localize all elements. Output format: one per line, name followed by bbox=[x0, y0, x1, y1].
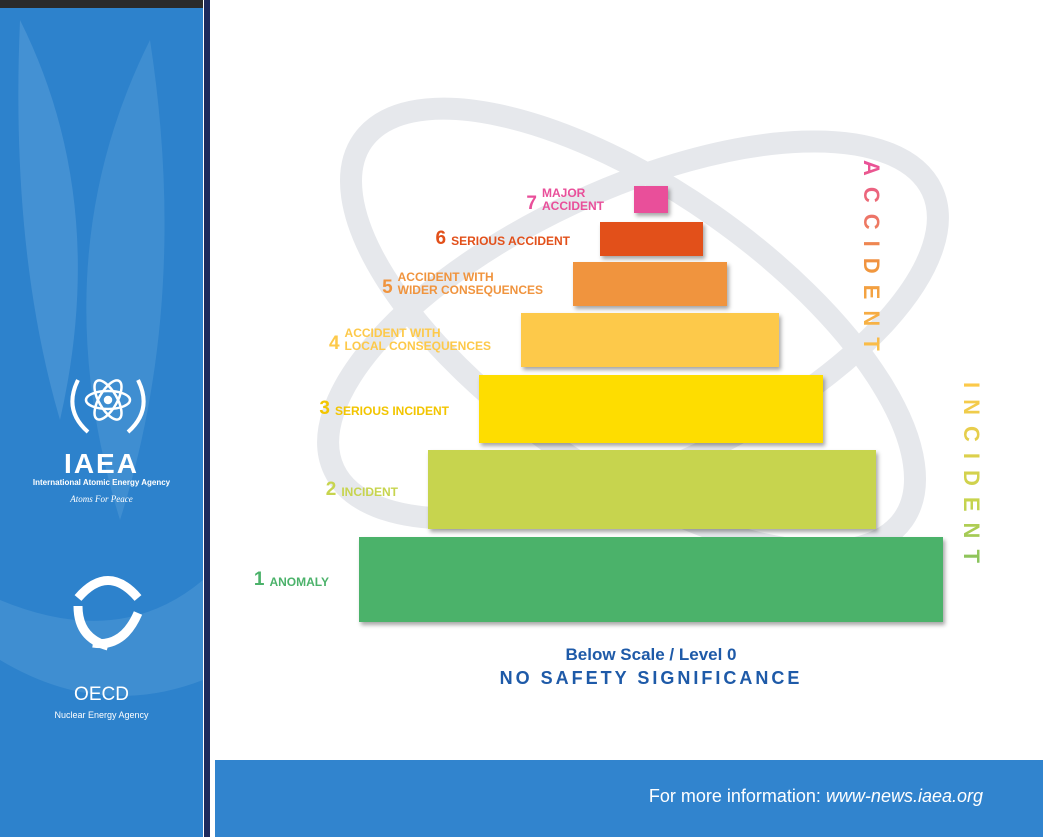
level-bar bbox=[479, 375, 823, 443]
level-text-line: INCIDENT bbox=[341, 484, 398, 499]
level-text-line: ACCIDENT bbox=[542, 198, 604, 213]
level-text: MAJOR ACCIDENT bbox=[542, 185, 604, 213]
level-number: 7 bbox=[526, 192, 537, 214]
level-bar bbox=[600, 222, 703, 256]
level-text-line: MAJOR bbox=[542, 185, 586, 200]
level-text-line: SERIOUS INCIDENT bbox=[334, 404, 449, 418]
level-text-line: LOCAL CONSEQUENCES bbox=[344, 339, 491, 353]
iaea-logo-text: IAEA bbox=[64, 448, 139, 479]
level-text-line: WIDER CONSEQUENCES bbox=[397, 283, 543, 297]
footer-prefix: For more information: bbox=[648, 786, 821, 806]
footer-url: www-news.iaea.org bbox=[825, 786, 983, 806]
incident-label: INCIDENT bbox=[958, 382, 984, 622]
oecd-logo-text: OECD bbox=[74, 684, 129, 705]
below-scale: Below Scale / Level 0 bbox=[565, 645, 737, 664]
iaea-name: International Atomic Energy Agency bbox=[32, 478, 171, 487]
level-text: INCIDENT bbox=[341, 484, 398, 499]
oecd-name: Nuclear Energy Agency bbox=[54, 710, 149, 720]
level-label: 6 SERIOUS ACCIDENT bbox=[435, 228, 570, 249]
accident-label: ACCIDENT bbox=[858, 160, 884, 370]
level-number: 1 bbox=[253, 568, 265, 590]
level-bar bbox=[521, 313, 779, 367]
level-number: 2 bbox=[325, 478, 337, 500]
level-label: 2 INCIDENT bbox=[325, 478, 398, 500]
level-label: 3 SERIOUS INCIDENT bbox=[319, 398, 449, 419]
level-number: 4 bbox=[328, 333, 340, 354]
level-label: 5 ACCIDENT WITH WIDER CONSEQUENCES bbox=[382, 271, 543, 298]
level-number: 6 bbox=[435, 228, 447, 249]
level-text-line: ACCIDENT WITH bbox=[344, 326, 441, 340]
level-number: 3 bbox=[319, 398, 330, 419]
level-bar bbox=[634, 186, 668, 213]
level-number: 5 bbox=[382, 277, 393, 298]
header-photo bbox=[0, 0, 203, 8]
divider bbox=[204, 0, 210, 837]
level-text: ACCIDENT WITH WIDER CONSEQUENCES bbox=[398, 271, 543, 297]
footer-band: For more information: www-news.iaea.org bbox=[215, 760, 1043, 837]
iaea-motto: Atoms For Peace bbox=[70, 494, 133, 504]
level-bar bbox=[359, 537, 943, 622]
sidebar: IAEA International Atomic Energy Agency … bbox=[0, 0, 203, 837]
level-text: SERIOUS INCIDENT bbox=[335, 405, 449, 418]
no-safety-significance: NO SAFETY SIGNIFICANCE bbox=[499, 668, 803, 688]
level-text-line: SERIOUS ACCIDENT bbox=[451, 234, 570, 248]
level-text-line: ANOMALY bbox=[269, 574, 329, 589]
leaf-decoration bbox=[0, 20, 203, 696]
level-text: ANOMALY bbox=[269, 574, 329, 589]
level-text: ACCIDENT WITH LOCAL CONSEQUENCES bbox=[345, 327, 491, 353]
level-text-line: ACCIDENT WITH bbox=[397, 270, 494, 284]
level-text: SERIOUS ACCIDENT bbox=[451, 235, 570, 248]
level-label: 7 MAJOR ACCIDENT bbox=[526, 185, 604, 214]
level-label: 1 ANOMALY bbox=[253, 568, 329, 590]
level-bar bbox=[573, 262, 727, 306]
footer-text: For more information: www-news.iaea.org bbox=[649, 786, 983, 807]
level-bar bbox=[428, 450, 876, 529]
level-label: 4 ACCIDENT WITH LOCAL CONSEQUENCES bbox=[328, 327, 491, 354]
